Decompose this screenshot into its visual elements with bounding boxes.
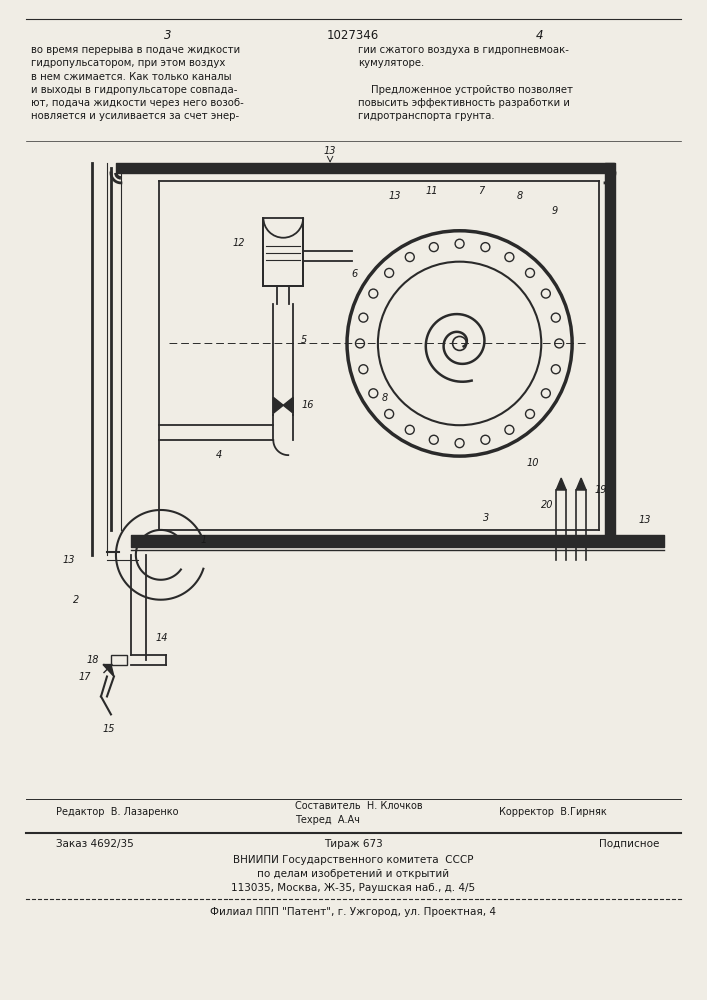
Text: 8: 8 — [382, 393, 388, 403]
Text: новляется и усиливается за счет энер-: новляется и усиливается за счет энер- — [31, 111, 240, 121]
Text: 1: 1 — [201, 535, 207, 545]
Text: 13: 13 — [324, 146, 337, 156]
Circle shape — [481, 243, 490, 252]
Bar — [111, 655, 127, 665]
Text: гии сжатого воздуха в гидропневмоак-: гии сжатого воздуха в гидропневмоак- — [358, 45, 569, 55]
Text: 15: 15 — [103, 724, 115, 734]
Text: 13: 13 — [639, 515, 651, 525]
Text: 17: 17 — [78, 672, 91, 682]
Text: Заказ 4692/35: Заказ 4692/35 — [56, 839, 134, 849]
Text: 113035, Москва, Ж-35, Раушская наб., д. 4/5: 113035, Москва, Ж-35, Раушская наб., д. … — [231, 883, 475, 893]
Circle shape — [505, 425, 514, 434]
Circle shape — [369, 289, 378, 298]
Circle shape — [551, 365, 560, 374]
Text: 10: 10 — [526, 458, 539, 468]
Circle shape — [405, 253, 414, 262]
Circle shape — [455, 439, 464, 448]
Text: кумуляторе.: кумуляторе. — [358, 58, 424, 68]
Text: Предложенное устройство позволяет: Предложенное устройство позволяет — [358, 85, 573, 95]
Text: 13: 13 — [63, 555, 75, 565]
Text: 4: 4 — [216, 450, 222, 460]
Text: Редактор  В. Лазаренко: Редактор В. Лазаренко — [56, 807, 179, 817]
Text: 16: 16 — [301, 400, 314, 410]
Circle shape — [542, 389, 550, 398]
Text: повысить эффективность разработки и: повысить эффективность разработки и — [358, 98, 570, 108]
Text: 9: 9 — [551, 206, 557, 216]
Text: и выходы в гидропульсаторе совпада-: и выходы в гидропульсаторе совпада- — [31, 85, 238, 95]
Circle shape — [452, 336, 467, 350]
Circle shape — [555, 339, 563, 348]
Text: 6: 6 — [352, 269, 358, 279]
Text: по делам изобретений и открытий: по делам изобретений и открытий — [257, 869, 449, 879]
Text: 3: 3 — [164, 29, 172, 42]
Text: гидротранспорта грунта.: гидротранспорта грунта. — [358, 111, 495, 121]
Polygon shape — [103, 665, 114, 677]
Text: Корректор  В.Гирняк: Корректор В.Гирняк — [499, 807, 607, 817]
Circle shape — [385, 268, 394, 277]
Circle shape — [385, 409, 394, 418]
Text: в нем сжимается. Как только каналы: в нем сжимается. Как только каналы — [31, 72, 232, 82]
Text: Подписное: Подписное — [599, 839, 660, 849]
Polygon shape — [284, 397, 293, 413]
Circle shape — [551, 313, 560, 322]
Text: во время перерыва в подаче жидкости: во время перерыва в подаче жидкости — [31, 45, 240, 55]
Text: 3: 3 — [484, 513, 490, 523]
Polygon shape — [556, 478, 566, 490]
Text: 2: 2 — [73, 595, 79, 605]
Text: 1027346: 1027346 — [327, 29, 379, 42]
Circle shape — [356, 339, 364, 348]
Text: 12: 12 — [233, 238, 245, 248]
Text: Составитель  Н. Клочков: Составитель Н. Клочков — [296, 801, 423, 811]
Circle shape — [525, 268, 534, 277]
Circle shape — [525, 409, 534, 418]
Circle shape — [429, 243, 438, 252]
Text: ВНИИПИ Государственного комитета  СССР: ВНИИПИ Государственного комитета СССР — [233, 855, 473, 865]
Circle shape — [481, 435, 490, 444]
Circle shape — [429, 435, 438, 444]
Text: 20: 20 — [541, 500, 554, 510]
Circle shape — [369, 389, 378, 398]
Text: 5: 5 — [301, 335, 308, 345]
Bar — [263, 218, 303, 286]
Polygon shape — [274, 397, 284, 413]
Text: ют, подача жидкости через него возоб-: ют, подача жидкости через него возоб- — [31, 98, 244, 108]
Text: Филиал ППП "Патент", г. Ужгород, ул. Проектная, 4: Филиал ППП "Патент", г. Ужгород, ул. Про… — [210, 907, 496, 917]
Text: 13: 13 — [389, 191, 401, 201]
Circle shape — [405, 425, 414, 434]
Circle shape — [359, 365, 368, 374]
Text: 4: 4 — [535, 29, 543, 42]
Circle shape — [542, 289, 550, 298]
Text: Техред  А.Ач: Техред А.Ач — [296, 815, 360, 825]
Text: 7: 7 — [479, 186, 484, 196]
Circle shape — [455, 239, 464, 248]
Text: Тираж 673: Тираж 673 — [324, 839, 382, 849]
Text: 14: 14 — [156, 633, 168, 643]
Circle shape — [359, 313, 368, 322]
Text: 11: 11 — [426, 186, 438, 196]
Polygon shape — [576, 478, 586, 490]
Text: 19: 19 — [594, 485, 607, 495]
Circle shape — [505, 253, 514, 262]
Text: 8: 8 — [516, 191, 522, 201]
Text: гидропульсатором, при этом воздух: гидропульсатором, при этом воздух — [31, 58, 226, 68]
Text: 18: 18 — [86, 655, 99, 665]
